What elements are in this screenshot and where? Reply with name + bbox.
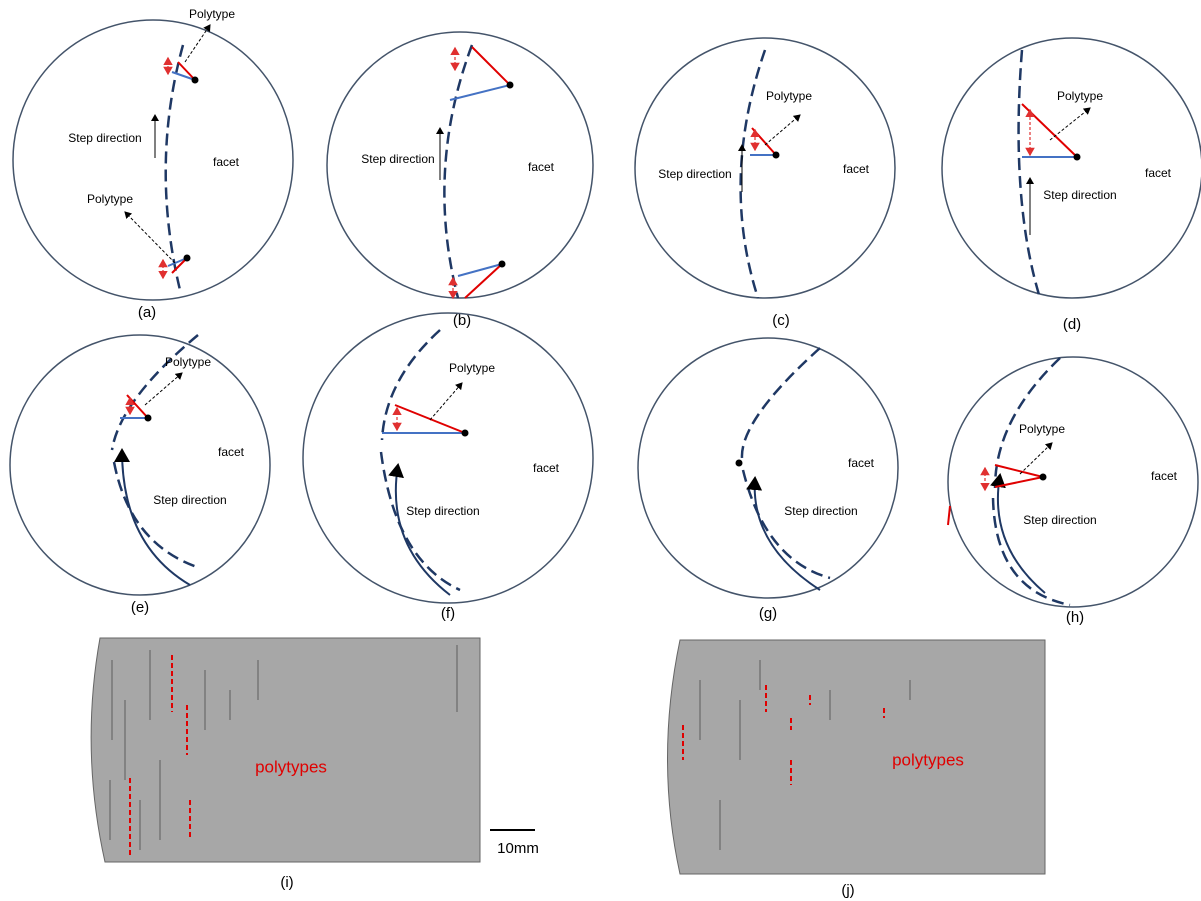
annotation: facet — [533, 461, 560, 475]
annotation: facet — [1151, 469, 1178, 483]
annotation: Polytype — [766, 89, 812, 103]
streaks — [699, 660, 911, 850]
annotation: facet — [213, 155, 240, 169]
panel-label: (d) — [1063, 316, 1081, 333]
panel-e: Polytype facet Step direction (e) — [9, 334, 271, 616]
panel-i: polytypes 10mm (i) — [90, 637, 539, 891]
annotation: polytypes — [255, 757, 327, 776]
annotation: Step direction — [658, 167, 731, 181]
panel-label: (j) — [841, 882, 854, 899]
panel-label: (e) — [131, 599, 149, 616]
annotation: Step direction — [361, 152, 434, 166]
panel-j: polytypes (j) — [667, 639, 1046, 899]
streaks — [109, 645, 458, 850]
panel-label: (h) — [1066, 609, 1084, 626]
panel-g: facet Step direction (g) — [637, 337, 899, 622]
panel-b: Step direction facet (b) — [326, 31, 594, 329]
annotation: Polytype — [449, 361, 495, 375]
panel-label: (c) — [772, 312, 790, 329]
annotation: Step direction — [406, 504, 479, 518]
annotation: polytypes — [892, 750, 964, 769]
annotation: facet — [848, 456, 875, 470]
panel-label: (g) — [759, 605, 777, 622]
annotation: facet — [843, 162, 870, 176]
panel-c: Polytype Step direction facet (c) — [634, 37, 896, 329]
annotation: Step direction — [1043, 188, 1116, 202]
panel-label: (a) — [138, 304, 156, 321]
panel-label: (i) — [280, 874, 293, 891]
annotation: Polytype — [189, 7, 235, 21]
annotation: Polytype — [1057, 89, 1103, 103]
annotation: facet — [218, 445, 245, 459]
panel-label: (b) — [453, 312, 471, 329]
scale-label: 10mm — [497, 840, 539, 857]
annotation: Polytype — [87, 192, 133, 206]
panel-f: Polytype facet Step direction (f) — [302, 312, 594, 622]
annotation: Polytype — [1019, 422, 1065, 436]
annotation: facet — [528, 160, 555, 174]
panel-label: (f) — [441, 605, 455, 622]
annotation: Step direction — [784, 504, 857, 518]
annotation: facet — [1145, 166, 1172, 180]
panel-h: Polytype facet Step direction (h) — [947, 356, 1199, 626]
annotation: Step direction — [153, 493, 226, 507]
panel-a: Polytype Step direction facet Polytype (… — [12, 7, 294, 321]
annotation: Polytype — [165, 355, 211, 369]
panel-d: Polytype Step direction facet (d) — [941, 37, 1201, 333]
annotation: Step direction — [68, 131, 141, 145]
annotation: Step direction — [1023, 513, 1096, 527]
